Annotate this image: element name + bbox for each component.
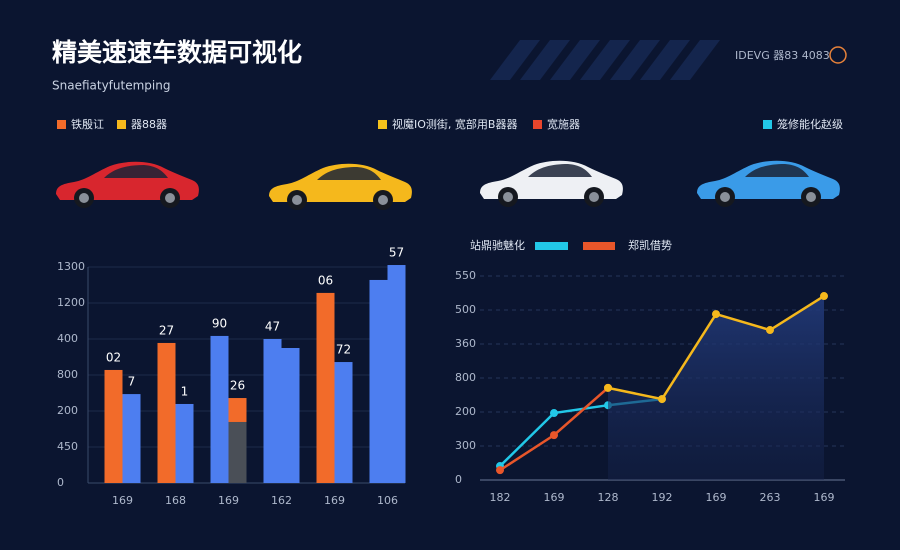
legend-label: 宽施器 xyxy=(547,117,580,131)
value-label: 1 xyxy=(181,384,189,398)
subtitle: Snaefiatyfutemping xyxy=(52,79,170,93)
y-tick-label: 0 xyxy=(455,473,462,486)
x-tick-label: 106 xyxy=(377,494,398,507)
y-tick-label: 1200 xyxy=(57,296,85,309)
legend-swatch xyxy=(57,120,66,129)
point xyxy=(658,395,666,404)
y-tick-label: 800 xyxy=(455,371,476,384)
car-red xyxy=(56,161,199,208)
x-tick-label: 169 xyxy=(218,494,239,507)
x-tick-label: 169 xyxy=(324,494,345,507)
legend-swatch xyxy=(378,120,387,129)
legend-label: 笼修能化赵级 xyxy=(777,117,843,131)
value-label: 57 xyxy=(389,246,404,260)
x-tick-label: 168 xyxy=(165,494,186,507)
legend-label: 视魔IO测街, 宽部用B器器 xyxy=(392,117,517,131)
point xyxy=(550,431,558,440)
bar xyxy=(157,342,176,483)
bar xyxy=(281,348,300,483)
bar xyxy=(387,265,406,483)
legend-swatch xyxy=(535,242,568,250)
bar xyxy=(210,335,229,483)
bar xyxy=(104,369,123,483)
legend-swatch xyxy=(583,242,615,250)
legend-swatch xyxy=(763,120,772,129)
car-white xyxy=(480,160,623,207)
x-tick-label: 169 xyxy=(112,494,133,507)
bar xyxy=(228,421,247,483)
x-tick-label: 162 xyxy=(271,494,292,507)
bar xyxy=(228,398,247,422)
car-yellow xyxy=(269,163,412,210)
area xyxy=(608,296,824,480)
x-tick-label: 128 xyxy=(598,491,619,504)
point xyxy=(766,326,774,335)
value-label: 47 xyxy=(265,320,280,334)
y-tick-label: 800 xyxy=(57,368,78,381)
legend-label: 郑凯借势 xyxy=(628,238,672,252)
status-icon xyxy=(829,46,847,64)
bar xyxy=(175,403,194,483)
line xyxy=(499,386,609,472)
y-tick-label: 300 xyxy=(455,439,476,452)
y-tick-label: 360 xyxy=(455,337,476,350)
point xyxy=(550,409,558,418)
bar xyxy=(316,292,335,483)
point xyxy=(820,292,828,301)
bar xyxy=(334,362,353,483)
y-tick-label: 200 xyxy=(455,405,476,418)
y-tick-label: 500 xyxy=(455,303,476,316)
x-tick-label: 192 xyxy=(652,491,673,504)
legend-label: 铁殷讧 xyxy=(71,118,104,131)
y-tick-label: 200 xyxy=(57,404,78,417)
y-tick-label: 0 xyxy=(57,476,64,489)
x-tick-label: 169 xyxy=(706,491,727,504)
value-label: 06 xyxy=(318,273,333,287)
value-label: 72 xyxy=(336,343,351,357)
legend-swatch xyxy=(117,120,126,129)
bar xyxy=(369,279,388,483)
value-label: 26 xyxy=(230,379,245,393)
legend-swatch xyxy=(533,120,542,129)
value-label: 02 xyxy=(106,350,121,364)
y-tick-label: 1300 xyxy=(57,260,85,273)
x-tick-label: 182 xyxy=(490,491,511,504)
point xyxy=(496,466,504,475)
bar xyxy=(263,339,282,483)
value-label: 7 xyxy=(128,375,136,389)
x-tick-label: 169 xyxy=(814,491,835,504)
point xyxy=(604,383,612,392)
y-tick-label: 550 xyxy=(455,269,476,282)
legend-label: 器88器 xyxy=(131,118,167,131)
header-stripes xyxy=(490,40,720,80)
badge: IDEVG 器83 4083 xyxy=(735,49,830,62)
car-blue xyxy=(697,160,840,207)
x-tick-label: 263 xyxy=(760,491,781,504)
value-label: 27 xyxy=(159,323,174,337)
value-label: 90 xyxy=(212,316,227,330)
y-tick-label: 400 xyxy=(57,332,78,345)
legend-label: 站鼎驰魅化 xyxy=(470,238,525,252)
point xyxy=(712,310,720,319)
title: 精美速速车数据可视化 xyxy=(52,38,302,67)
bar xyxy=(122,394,141,483)
y-tick-label: 450 xyxy=(57,440,78,453)
x-tick-label: 169 xyxy=(544,491,565,504)
